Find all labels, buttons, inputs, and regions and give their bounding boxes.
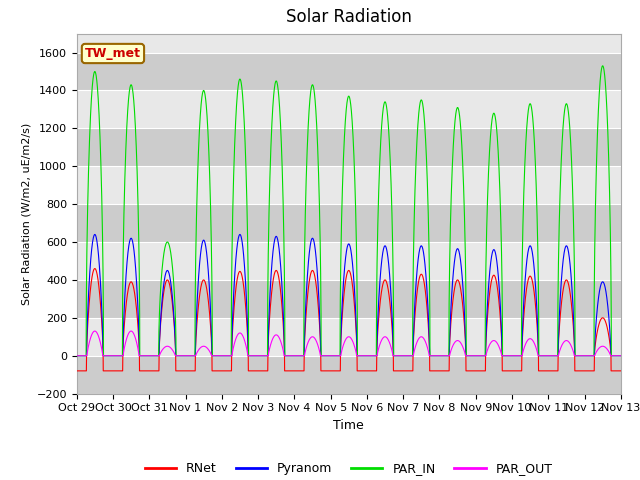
Bar [77,318,621,356]
Bar [77,280,621,318]
Bar [77,128,621,166]
Title: Solar Radiation: Solar Radiation [286,9,412,26]
Bar [77,204,621,242]
Legend: RNet, Pyranom, PAR_IN, PAR_OUT: RNet, Pyranom, PAR_IN, PAR_OUT [140,457,557,480]
Y-axis label: Solar Radiation (W/m2, uE/m2/s): Solar Radiation (W/m2, uE/m2/s) [21,122,31,305]
Bar [77,52,621,90]
Text: TW_met: TW_met [85,47,141,60]
Bar [77,166,621,204]
Bar [77,90,621,128]
Bar [77,242,621,280]
X-axis label: Time: Time [333,419,364,432]
Bar [77,356,621,394]
